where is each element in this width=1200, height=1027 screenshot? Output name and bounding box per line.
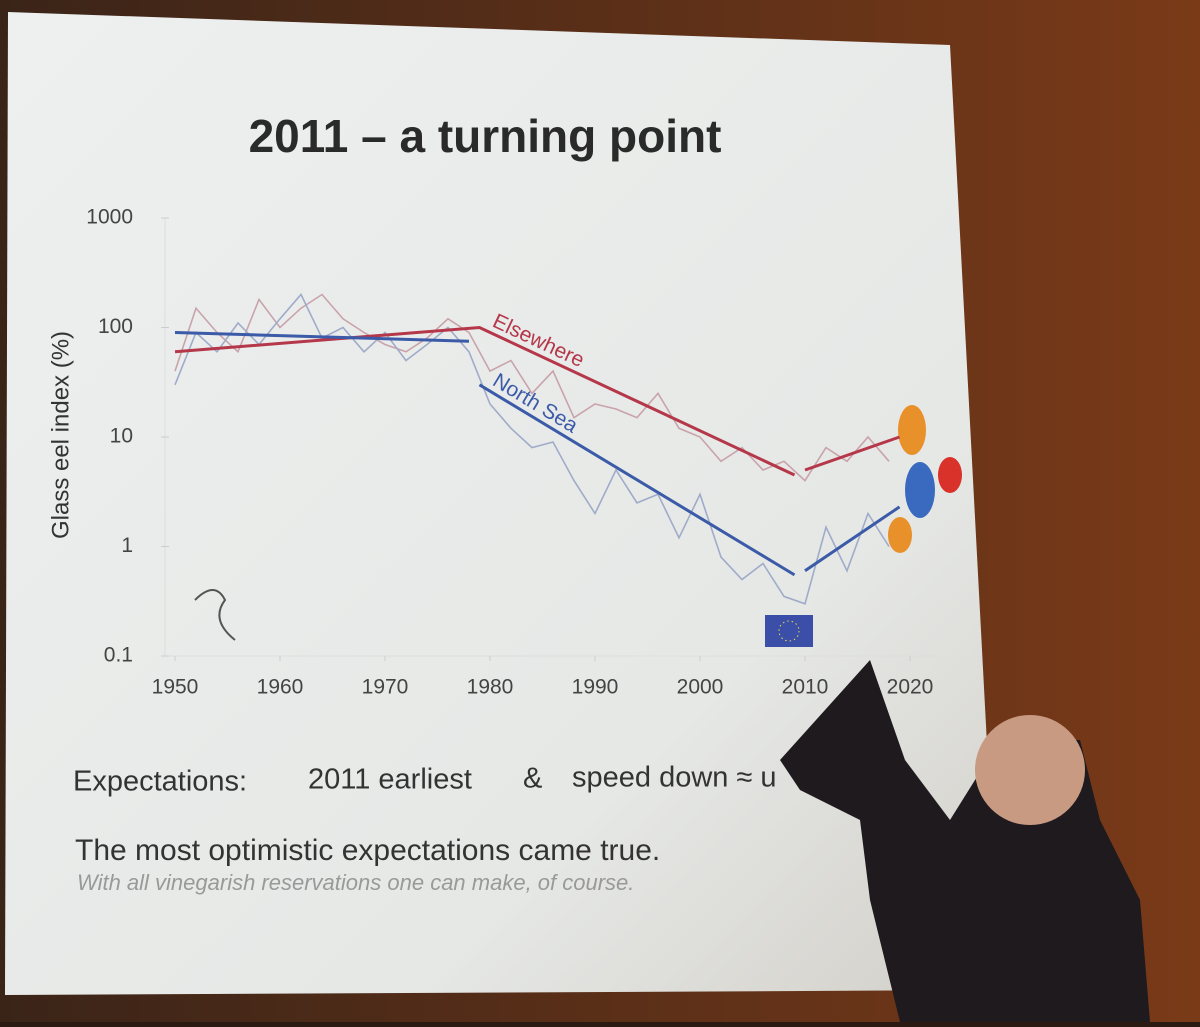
annotation: speed down ≈ u [572, 762, 777, 794]
y-tick-label: 1000 [86, 206, 133, 229]
y-axis-label: Glass eel index (%) [47, 331, 74, 539]
eel-icon [194, 589, 236, 641]
y-tick-label: 1 [121, 534, 133, 557]
x-tick-label: 2020 [887, 676, 934, 699]
y-tick-label: 10 [110, 425, 133, 448]
data-line [174, 293, 890, 605]
data-line [174, 293, 890, 482]
x-tick-label: 2010 [782, 676, 829, 699]
annotation: The most optimistic expectations came tr… [75, 834, 660, 867]
eu-flag [765, 615, 813, 647]
y-tick-label: 100 [98, 315, 133, 338]
chart-title: 2011 – a turning point [249, 110, 722, 162]
trend-line [174, 325, 900, 477]
goofy [888, 405, 962, 553]
y-tick-label: 0.1 [104, 644, 133, 667]
x-tick-label: 1950 [152, 676, 199, 699]
annotation: 2011 earliest [308, 764, 472, 796]
x-tick-label: 1990 [572, 676, 619, 699]
x-tick-label: 1980 [467, 676, 514, 699]
x-tick-label: 2000 [677, 676, 724, 699]
x-tick-label: 1960 [257, 676, 304, 699]
annotation: With all vinegarish reservations one can… [77, 870, 634, 895]
trend-line [174, 331, 901, 577]
eu-stars [778, 620, 800, 642]
annotation: Expectations: [73, 766, 247, 798]
slide [5, 12, 1000, 995]
annotation: & [523, 763, 542, 795]
presenter-head [975, 715, 1085, 825]
x-tick-label: 1970 [362, 676, 409, 699]
